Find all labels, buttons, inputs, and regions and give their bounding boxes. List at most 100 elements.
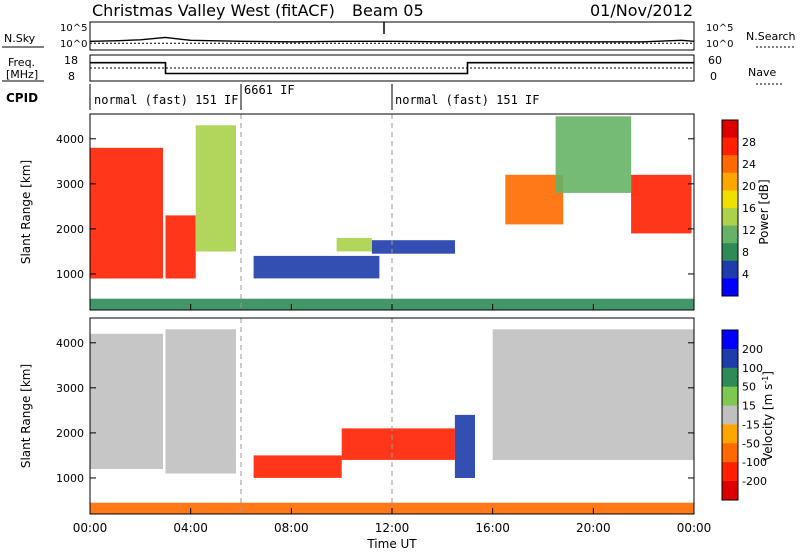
y-tick-label-4000: 4000	[56, 337, 84, 350]
velocity-colorbar-label: Velocity [m s-1]	[761, 371, 775, 461]
colorbar-swatch-5	[722, 190, 738, 209]
colorbar-swatch-10	[722, 278, 738, 297]
freq-left-unit: [MHz]	[6, 68, 38, 81]
noise-panel: N.Sky 10^5 10^0 10^5 10^0 N.Search	[2, 21, 796, 51]
x-tick-label-0: 00:00	[73, 521, 108, 535]
freq-left-label: Freq.	[8, 56, 35, 69]
x-tick-label-4: 16:00	[475, 521, 510, 535]
scatter-region-8	[555, 116, 632, 193]
colorbar-swatch-1	[722, 330, 738, 350]
power-y-ticks: 1000 2000 3000 4000	[56, 133, 694, 281]
colorbar-tick-2: 24	[742, 158, 756, 171]
colorbar-swatch-3	[722, 155, 738, 174]
freq-right-tick-bottom: 0	[710, 70, 717, 83]
colorbar-swatch-5	[722, 405, 738, 425]
noise-right-label: N.Search	[746, 30, 796, 43]
colorbar-swatch-8	[722, 462, 738, 482]
colorbar-tick-1: 200	[742, 343, 763, 356]
time-axis: 00:00 04:00 08:00 12:00 16:00 20:00 00:00	[73, 304, 712, 535]
noise-sky-series	[89, 36, 695, 43]
scatter-region-3	[195, 125, 236, 252]
colorbar-swatch-8	[722, 243, 738, 262]
freq-left-tick-top: 18	[64, 54, 78, 67]
scatter-region-7	[505, 174, 564, 225]
colorbar-frame	[721, 329, 739, 501]
velocity-panel: 1000 2000 3000 4000 Slant Range [km] 200 100…	[19, 317, 775, 515]
y-tick-label-1000: 1000	[56, 268, 84, 281]
noise-left-tick-top: 10^5	[60, 23, 87, 34]
colorbar-tick-8: -200	[742, 475, 767, 488]
scatter-region-5	[336, 237, 372, 252]
colorbar-swatch-6	[722, 208, 738, 227]
y-tick-label-2000: 2000	[56, 223, 84, 236]
colorbar-tick-3: 20	[742, 180, 756, 193]
frequency-panel: Freq. [MHz] 18 8 60 0 Nave	[2, 54, 782, 85]
colorbar-frame	[721, 119, 739, 297]
colorbar-tick-7: 4	[742, 268, 749, 281]
noise-left-label: N.Sky	[4, 32, 36, 45]
colorbar-swatch-9	[722, 481, 738, 501]
noise-right-tick-bottom: 10^0	[706, 39, 733, 50]
freq-series	[90, 61, 694, 75]
x-tick-label-2: 08:00	[274, 521, 309, 535]
colorbar-swatch-7	[722, 443, 738, 463]
scatter-region-9	[631, 174, 692, 234]
scatter-region-1	[90, 147, 163, 279]
velocity-data	[90, 329, 694, 514]
colorbar-swatch-6	[722, 424, 738, 444]
colorbar-tick-6: -50	[742, 437, 760, 450]
colorbar-tick-2: 100	[742, 362, 763, 375]
scatter-region-1	[90, 333, 163, 469]
freq-right-tick-top: 60	[708, 54, 722, 67]
y-tick-label-1000: 1000	[56, 472, 84, 485]
x-tick-label-6: 00:00	[677, 521, 712, 535]
plot-title: Christmas Valley West (fitACF)	[92, 1, 335, 20]
cpid-panel: CPID normal (fast) 151 IF 6661 IF normal…	[6, 83, 540, 110]
colorbar-swatch-1	[722, 120, 738, 139]
date-label: 01/Nov/2012	[590, 1, 693, 20]
colorbar-tick-1: 28	[742, 136, 756, 149]
x-tick-label-3: 12:00	[375, 521, 410, 535]
colorbar-tick-5: -15	[742, 418, 760, 431]
cpid-label: CPID	[6, 91, 38, 105]
colorbar-tick-3: 50	[742, 381, 756, 394]
freq-left-tick-bottom: 8	[68, 70, 75, 83]
velocity-y-ticks: 1000 2000 3000 4000	[56, 337, 694, 485]
cpid-segment-3: normal (fast) 151 IF	[395, 93, 540, 107]
y-tick-label-2000: 2000	[56, 427, 84, 440]
velocity-colorbar: 200 100 50 15 -15 -50 -100 -200	[721, 329, 767, 501]
colorbar-swatch-2	[722, 137, 738, 156]
x-tick-label-5: 20:00	[576, 521, 611, 535]
power-panel: 1000 2000 3000 4000 Slant Range [km] 28 24 20…	[19, 113, 771, 311]
colorbar-swatch-9	[722, 260, 738, 279]
colorbar-tick-4: 15	[742, 400, 756, 413]
freq-right-label: Nave	[748, 66, 776, 79]
colorbar-swatch-2	[722, 348, 738, 369]
colorbar-tick-5: 12	[742, 224, 756, 237]
cpid-segment-1: normal (fast) 151 IF	[94, 93, 239, 107]
y-tick-label-4000: 4000	[56, 133, 84, 146]
colorbar-tick-6: 8	[742, 246, 749, 259]
scatter-region-4	[253, 255, 380, 279]
cpid-segment-2: 6661 IF	[244, 83, 295, 97]
y-tick-label-3000: 3000	[56, 178, 84, 191]
scatter-region-2	[165, 329, 236, 474]
scatter-region-5	[492, 329, 694, 460]
colorbar-tick-4: 16	[742, 202, 756, 215]
velocity-ylabel: Slant Range [km]	[19, 364, 33, 468]
noise-panel-frame	[89, 21, 695, 51]
y-tick-label-3000: 3000	[56, 382, 84, 395]
time-axis-label: Time UT	[366, 537, 417, 551]
colorbar-tick-7: -100	[742, 456, 767, 469]
scatter-region-4	[341, 428, 455, 460]
colorbar-swatch-7	[722, 225, 738, 244]
colorbar-swatch-4	[722, 172, 738, 191]
beam-label: Beam 05	[352, 1, 424, 20]
scatter-region-2	[165, 215, 196, 279]
colorbar-swatch-3	[722, 367, 738, 388]
noise-right-tick-top: 10^5	[706, 23, 733, 34]
scatter-region-3	[253, 455, 342, 478]
colorbar-swatch-4	[722, 386, 738, 407]
power-colorbar: 28 24 20 16 12 8 4	[721, 119, 756, 297]
